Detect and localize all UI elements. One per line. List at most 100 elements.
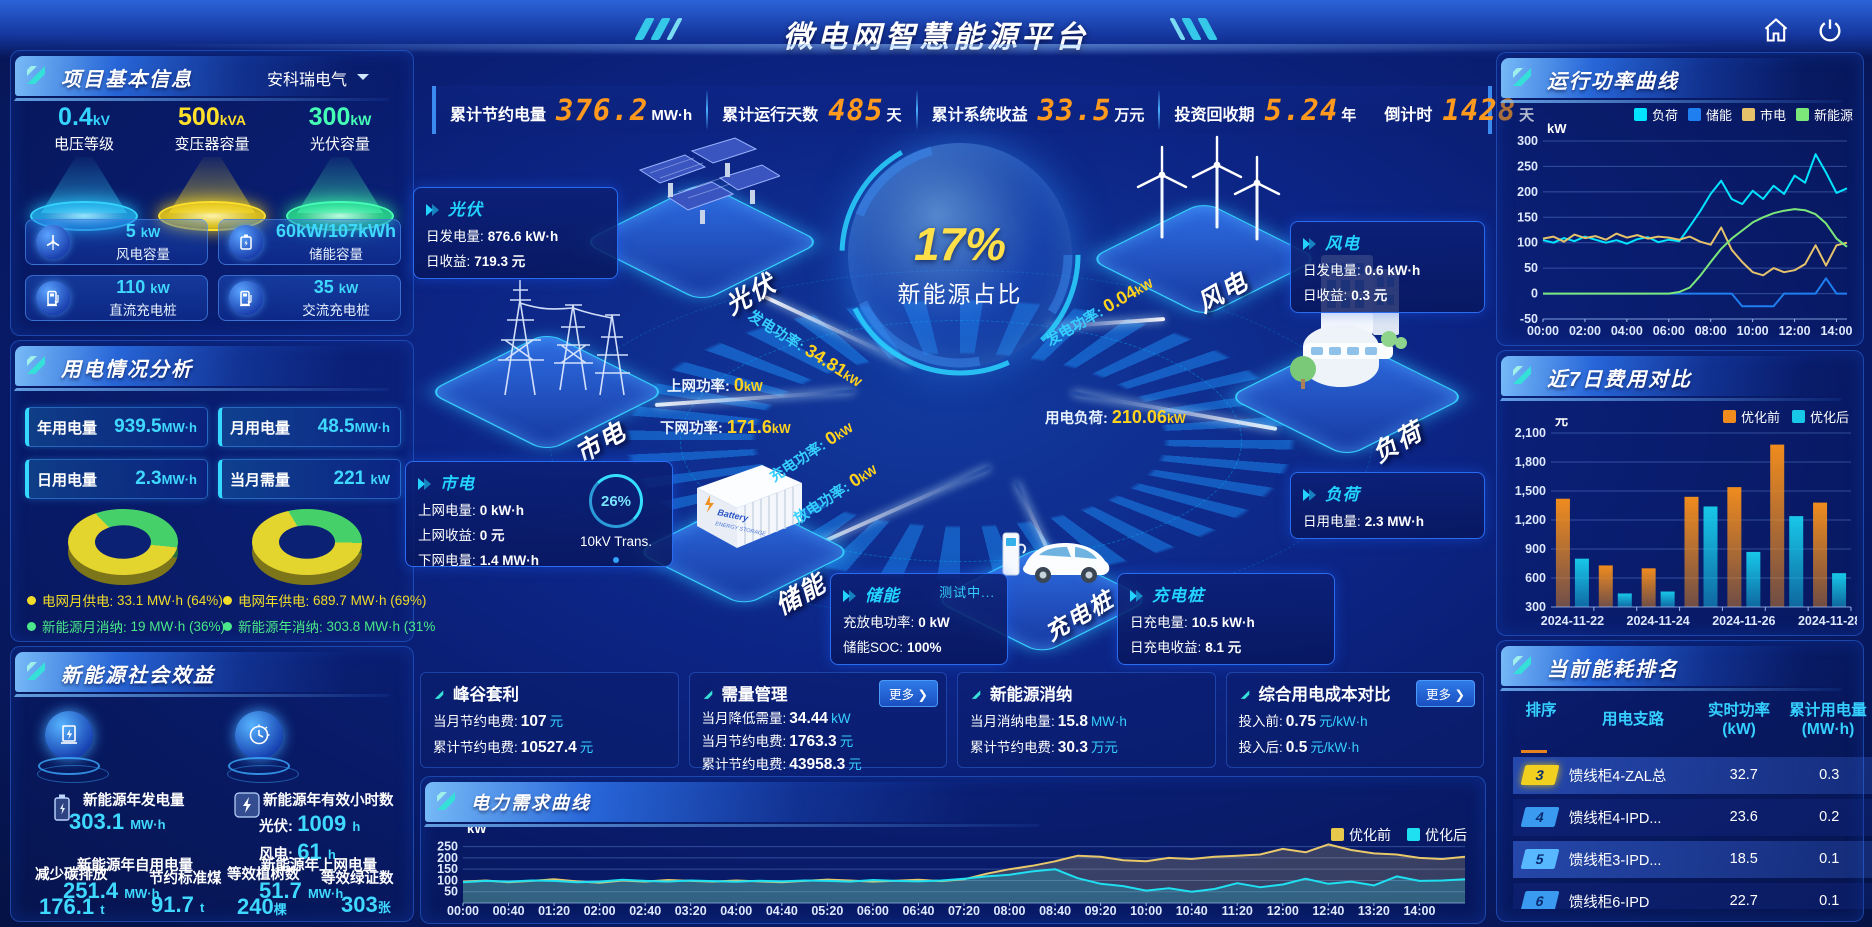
wind-capacity-card: 5 kW 风电容量 [25,219,208,265]
storage-info-box: 储能 测试中... 充放电功率: 0 kW 储能SOC: 100% [830,573,1008,665]
self-use-label: 新能源年自用电量 [77,858,193,874]
rank-badge: 5 [1520,849,1560,870]
to-grid-label: 新能源年上网电量 [261,858,377,874]
energy-ranking-header: 当前能耗排名 [1501,646,1855,686]
pv-hours: 光伏: 1009 h [259,811,361,836]
panel-corner-icon [437,792,455,810]
certs-value: 303张 [341,892,391,917]
chevron-down-icon[interactable] [357,74,369,86]
project-info-panel: 项目基本信息 安科瑞电气 0.4kV 电压等级 500kVA 变压器容量 300… [10,50,414,336]
svg-text:100: 100 [1517,236,1538,250]
power-icon[interactable] [1816,16,1844,44]
table-row[interactable]: 5 馈线柜3-IPD... 18.5 0.1 [1513,840,1872,878]
more-button[interactable]: 更多 ❯ [879,680,938,707]
run-power-legend: 负荷 储能 市电 新能源 [1633,105,1853,124]
panel-title: 运行功率曲线 [1547,71,1679,93]
svg-text:-50: -50 [1520,312,1538,326]
social-benefit-panel: 新能源社会效益 新能源年发电量 303.1 MW·h 新能源年有效小时数 光伏:… [10,646,414,922]
battery-icon [229,225,263,259]
panel-title: 近7日费用对比 [1547,369,1693,391]
run-power-chart: 300 250 200 150 100 50 0 -50 kW 00:00 02:00 04:00 06… [1517,123,1852,338]
panel-title: 项目基本信息 [61,69,193,91]
svg-text:12:00: 12:00 [1779,324,1811,338]
svg-text:10:00: 10:00 [1737,324,1769,338]
self-use-value: 251.4 MW·h [63,878,160,903]
battery-icon [54,794,70,821]
svg-text:10:00: 10:00 [1130,904,1162,918]
svg-text:250: 250 [437,840,458,854]
panel-corner-icon [1513,366,1531,384]
svg-text:2024-11-22: 2024-11-22 [1541,614,1604,628]
svg-text:2024-11-28: 2024-11-28 [1798,614,1857,628]
hours-pedestal [227,711,299,787]
to-grid-value: 51.7 MW·h [259,878,344,903]
header-decor-right [1169,18,1218,40]
testing-badge: 测试中... [939,585,995,600]
ac-charger-card: 35 kW 交流充电桩 [218,275,401,321]
peak-valley-panel: 峰谷套利 当月节约电费: 107 元 累计节约电费: 10527.4 元 [420,672,679,768]
solar-lightning-icon [45,711,93,759]
cost-compare-chart: 2,100 1,800 1,500 1,200 900 600 300 元 2024-11-22… [1515,417,1857,628]
wind-turbines-art [1136,135,1281,241]
svg-text:100: 100 [437,873,458,887]
coal-value: 91.7 t [151,892,205,917]
svg-text:02:40: 02:40 [629,904,661,918]
svg-text:50: 50 [1524,261,1538,275]
svg-text:1,500: 1,500 [1515,484,1546,498]
panel-corner-icon [27,356,45,374]
svg-text:10:40: 10:40 [1176,904,1208,918]
table-row[interactable]: 4 馈线柜4-IPD... 23.6 0.2 [1513,798,1872,836]
svg-text:300: 300 [1525,600,1546,614]
kpi-payback: 投资回收期 5.24 年 [1174,93,1357,127]
panel-corner-icon [27,662,45,680]
light-cone [169,157,255,213]
kpi-revenue: 累计系统收益 33.5 万元 [931,93,1145,127]
wind-turbine-icon [36,225,70,259]
month-energy-stat: 月用电量 48.5MW·h [218,407,401,447]
rank-badge: 6 [1520,891,1560,909]
gen-label: 新能源年发电量 [83,793,185,809]
more-button[interactable]: 更多 ❯ [1416,680,1475,707]
svg-text:12:40: 12:40 [1312,904,1344,918]
svg-text:200: 200 [1517,185,1538,199]
power-analysis-panel: 用电情况分析 年用电量 939.5MW·h 月用电量 48.5MW·h 日用电量 2.… [10,340,435,642]
load-power-flow: 用电负荷: 210.06kW [1045,407,1186,427]
renewable-consumption-panel: 新能源消纳 当月消纳电量: 15.8 MW·h 累计节约电费: 30.3 万元 [957,672,1216,768]
generation-pedestal [37,711,109,787]
grid-info-box: 市电 上网电量: 0 kW·h 上网收益: 0 元 下网电量: 1.4 MW·h 26… [405,461,673,568]
svg-text:50: 50 [444,885,458,899]
table-row[interactable]: 6 馈线柜6-IPD 22.7 0.1 [1513,882,1872,909]
svg-text:00:00: 00:00 [447,904,479,918]
hours-label: 新能源年有效小时数 [263,793,394,809]
svg-text:14:00: 14:00 [1403,904,1435,918]
lightning-box-icon [234,792,260,818]
company-selector[interactable]: 安科瑞电气 [266,72,347,89]
charging-pile-icon [36,281,70,315]
app-header: 微电网智慧能源平台 [0,0,1872,58]
ev-car-charger-art [1002,532,1110,583]
svg-text:1,800: 1,800 [1515,455,1546,469]
load-info-box: 负荷 日用电量: 2.3 MW·h [1290,472,1485,539]
svg-text:13:20: 13:20 [1358,904,1390,918]
demand-management-panel: 需量管理 更多 ❯ 当月降低需量: 34.44 kW 当月节约电费: 1763.3 元 … [688,672,947,773]
charger-info-box: 充电桩 日充电量: 10.5 kW·h 日充电收益: 8.1 元 [1117,573,1335,665]
demand-curve-panel: 电力需求曲线 优化前 优化后 250 200 150 100 50 kW 00:00 00:4… [420,776,1486,924]
battery-container-art: Battery ENERGY STORAGE [697,465,802,548]
panel-corner-icon [1513,68,1531,86]
sphere-ring-decor [839,134,1081,376]
svg-text:02:00: 02:00 [1569,324,1601,338]
home-icon[interactable] [1762,16,1790,44]
svg-text:1,200: 1,200 [1515,513,1546,527]
kpi-countdown: 倒计时 1428 天 [1384,93,1535,127]
down-grid-power-flow: 下网功率: 171.6kW [660,417,791,437]
svg-text:200: 200 [437,851,458,865]
table-row[interactable]: 3 馈线柜4-ZAL总 32.7 0.3 [1513,756,1872,794]
demand-curve-header: 电力需求曲线 [425,782,1065,822]
svg-text:11:20: 11:20 [1222,904,1253,918]
svg-text:06:00: 06:00 [1653,324,1685,338]
svg-text:00:00: 00:00 [1527,324,1559,338]
renewable-share-sphere: 17% 新能源占比 [839,134,1081,376]
trees-label: 等效植树数 [227,867,300,883]
